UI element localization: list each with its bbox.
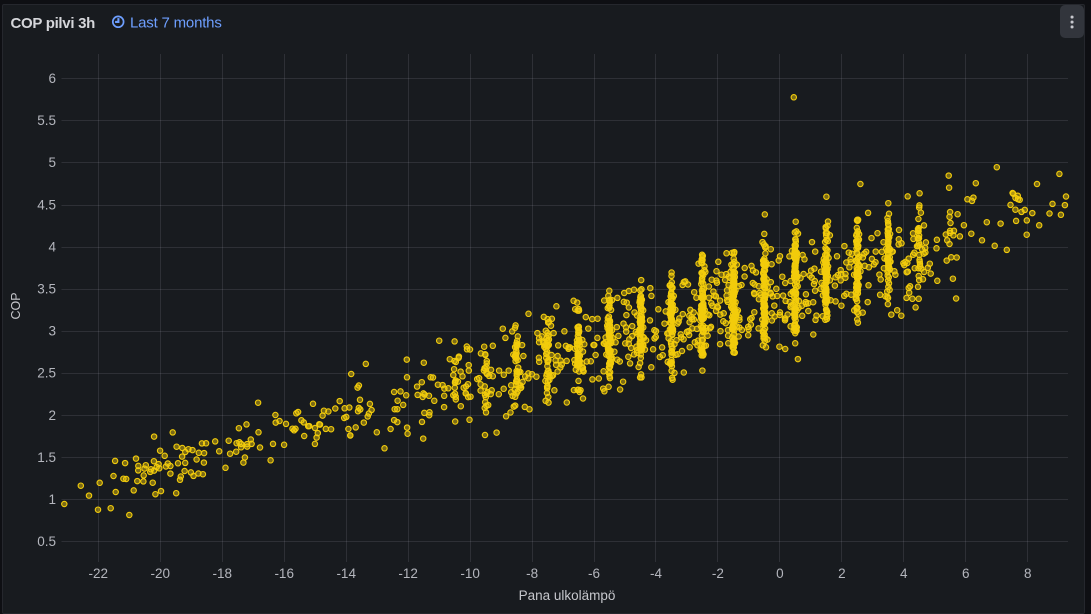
svg-text:Pana ulkolämpö: Pana ulkolämpö [519, 588, 616, 603]
svg-text:Last 7 months: Last 7 months [130, 14, 222, 31]
svg-text:2: 2 [838, 566, 846, 581]
svg-text:5: 5 [48, 155, 56, 170]
svg-text:COP pilvi 3h: COP pilvi 3h [11, 15, 96, 32]
svg-text:5.5: 5.5 [37, 113, 56, 128]
svg-text:8: 8 [1024, 566, 1032, 581]
svg-text:3: 3 [48, 324, 56, 339]
svg-text:4.5: 4.5 [37, 197, 56, 212]
svg-text:0: 0 [776, 566, 784, 581]
svg-text:-12: -12 [398, 566, 418, 581]
svg-text:-8: -8 [526, 566, 538, 581]
svg-text:-18: -18 [213, 566, 233, 581]
svg-text:-16: -16 [274, 566, 294, 581]
svg-text:COP: COP [9, 292, 23, 319]
svg-text:-10: -10 [460, 566, 480, 581]
svg-text:-6: -6 [588, 566, 600, 581]
svg-text:1.5: 1.5 [37, 450, 56, 465]
svg-text:-4: -4 [650, 566, 662, 581]
svg-text:-22: -22 [89, 566, 109, 581]
svg-text:0.5: 0.5 [37, 534, 56, 549]
svg-text:6: 6 [48, 71, 56, 86]
svg-text:4: 4 [48, 239, 56, 254]
svg-text:1: 1 [48, 492, 56, 507]
svg-text:-2: -2 [712, 566, 724, 581]
svg-text:2.5: 2.5 [37, 366, 56, 381]
svg-text:6: 6 [962, 566, 970, 581]
svg-text:2: 2 [48, 408, 56, 423]
svg-text:-20: -20 [151, 566, 171, 581]
svg-text:3.5: 3.5 [37, 282, 56, 297]
svg-text:-14: -14 [336, 566, 356, 581]
svg-text:4: 4 [900, 566, 908, 581]
